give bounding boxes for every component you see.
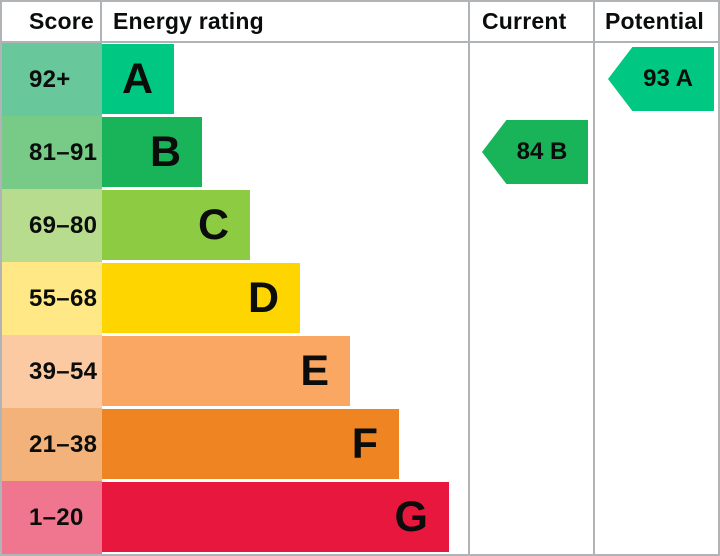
potential-header: Potential (605, 8, 704, 34)
band-letter-a: A (121, 54, 153, 103)
band-bar-g: G (102, 482, 449, 552)
score-cell-g: 1–20 (2, 481, 102, 554)
band-row-d: 55–68 D (2, 262, 718, 335)
band-letter-b: B (149, 127, 181, 176)
band-letter-d: D (247, 273, 279, 322)
energy-rating-header: Energy rating (113, 8, 264, 34)
band-row-b: 81–91 B (2, 116, 718, 189)
potential-rating-arrow: 93 A (608, 47, 714, 111)
rating-rows: 92+ A 81–91 B 69–80 C 55–68 D 39–54 (2, 43, 718, 554)
band-bar-e: E (102, 336, 350, 406)
band-bar-f: F (102, 409, 399, 479)
current-header: Current (482, 8, 567, 34)
header-row: Score Energy rating Current Potential (2, 2, 718, 43)
current-rating-arrow: 84 B (482, 120, 588, 184)
band-bar-c: C (102, 190, 250, 260)
current-column-divider (468, 2, 470, 554)
band-row-a: 92+ A (2, 43, 718, 116)
score-cell-b: 81–91 (2, 116, 102, 189)
score-cell-a: 92+ (2, 43, 102, 116)
band-letter-e: E (300, 346, 329, 395)
score-cell-e: 39–54 (2, 335, 102, 408)
score-cell-f: 21–38 (2, 408, 102, 481)
score-header: Score (2, 2, 102, 41)
band-letter-f: F (351, 419, 378, 468)
band-bar-a: A (102, 44, 174, 114)
potential-column-divider (593, 2, 595, 554)
band-letter-c: C (197, 200, 229, 249)
score-cell-c: 69–80 (2, 189, 102, 262)
band-bar-b: B (102, 117, 202, 187)
score-cell-d: 55–68 (2, 262, 102, 335)
band-row-c: 69–80 C (2, 189, 718, 262)
band-row-e: 39–54 E (2, 335, 718, 408)
band-row-g: 1–20 G (2, 481, 718, 554)
band-letter-g: G (394, 492, 428, 541)
band-row-f: 21–38 F (2, 408, 718, 481)
potential-rating-label: 93 A (643, 65, 693, 92)
current-rating-label: 84 B (516, 138, 568, 165)
band-bar-d: D (102, 263, 300, 333)
